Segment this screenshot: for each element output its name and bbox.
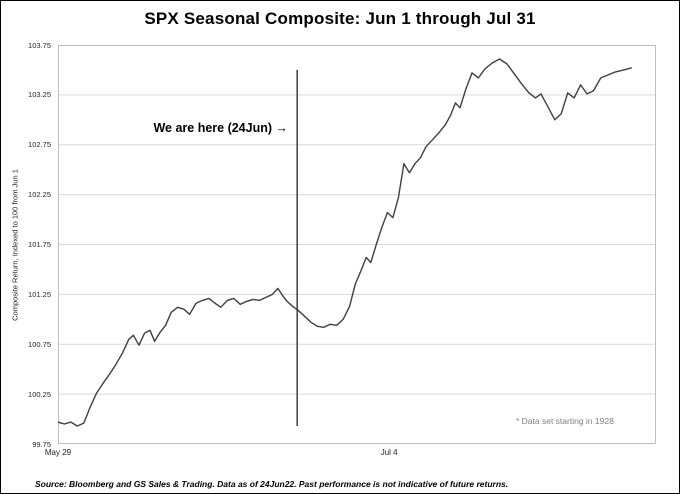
plot-area: We are here (24Jun) → * Data set startin… (58, 45, 656, 444)
x-tick-label: May 29 (44, 448, 72, 457)
y-tick-label: 102.75 (28, 140, 51, 150)
x-tick-label: Jul 4 (380, 448, 398, 457)
y-tick-label: 100.75 (28, 339, 51, 349)
dataset-footnote: * Data set starting in 1928 (516, 416, 614, 426)
y-tick-label: 103.25 (28, 90, 51, 100)
y-tick-label: 101.25 (28, 289, 51, 299)
source-note: Source: Bloomberg and GS Sales & Trading… (35, 479, 509, 489)
chart-title: SPX Seasonal Composite: Jun 1 through Ju… (144, 9, 536, 28)
y-tick-label: 103.75 (28, 40, 51, 50)
chart-svg (58, 45, 656, 444)
y-tick-label: 101.75 (28, 240, 51, 249)
y-axis-tick-labels: 99.75 100.25 100.75 101.25 101.75 102.25 102.7… (1, 41, 54, 449)
x-axis-tick-labels: May 29 Jul 4 (45, 448, 656, 460)
we-are-here-annotation: We are here (24Jun) → (153, 121, 288, 135)
y-tick-label: 102.25 (28, 190, 51, 200)
y-tick-label: 100.25 (28, 389, 51, 399)
y-tick-label: 99.75 (32, 439, 51, 449)
